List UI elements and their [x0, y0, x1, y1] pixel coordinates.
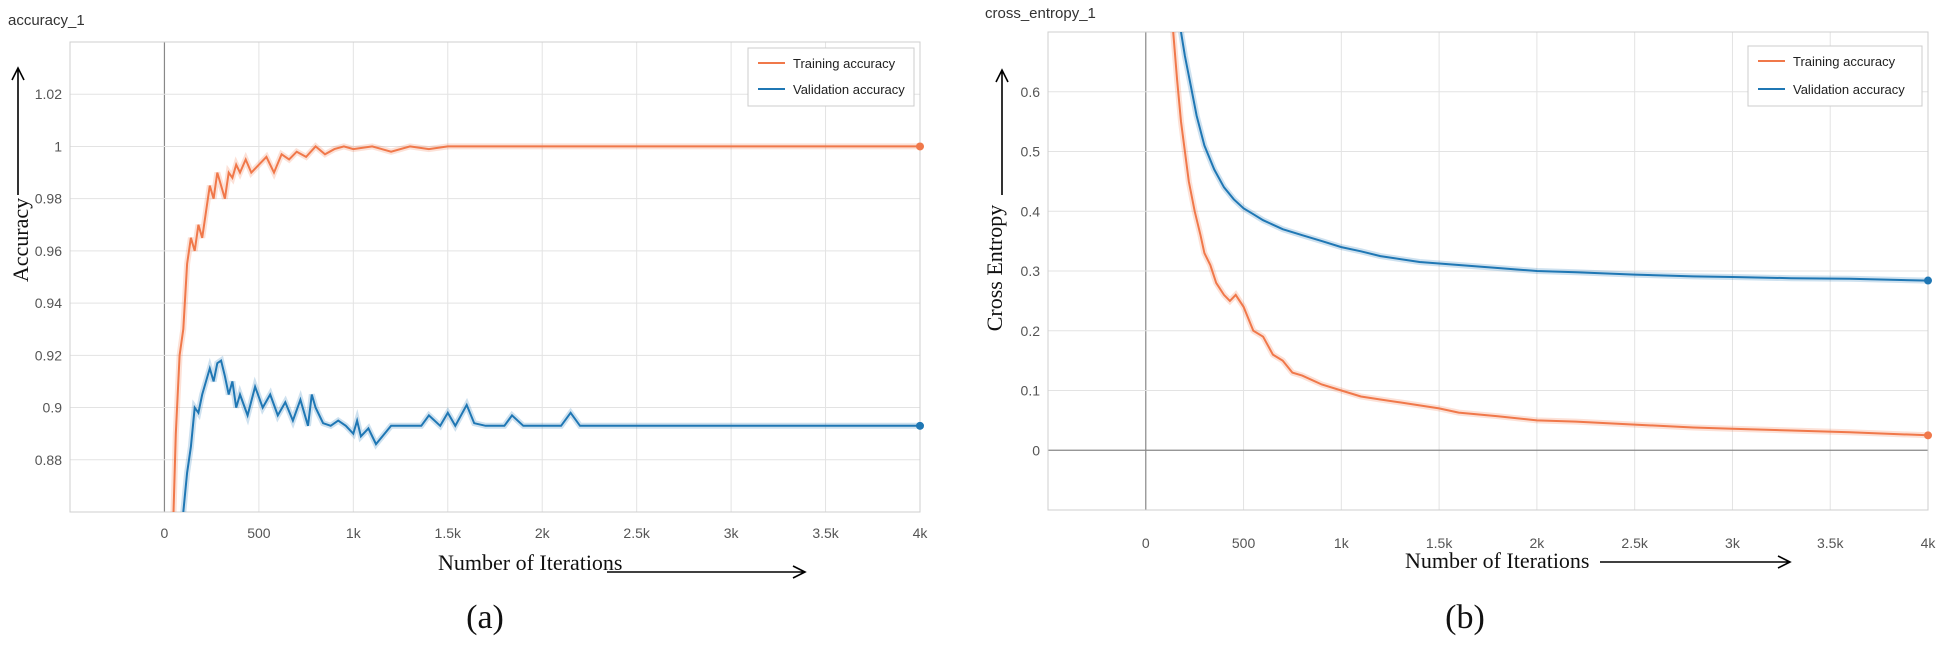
y-axis-arrow	[11, 66, 25, 195]
y-axis-label: Accuracy	[8, 198, 33, 282]
series-end-point-validation	[916, 421, 924, 430]
y-tick-label: 0.1	[1021, 383, 1041, 399]
tick-labels: 0 500 1k 1.5k 2k 2.5k 3k 3.5k 4k 0.88 0.9 0.92 0.94 0…	[35, 86, 929, 541]
legend-label-validation: Validation accuracy	[1793, 82, 1905, 97]
y-tick-label: 1.02	[35, 86, 62, 102]
series-line-validation	[182, 358, 920, 512]
series-end-point-training	[1924, 431, 1932, 440]
series-end-point-validation	[1924, 276, 1932, 285]
x-tick-label: 1k	[1334, 535, 1350, 551]
y-axis-arrow	[995, 68, 1009, 195]
series-end-point-training	[916, 142, 924, 151]
y-tick-label: 0.3	[1021, 263, 1041, 279]
x-tick-label: 3.5k	[1817, 535, 1844, 551]
panel-title: cross_entropy_1	[985, 5, 1096, 22]
y-tick-label: 0.94	[35, 295, 62, 311]
legend-box	[747, 47, 915, 107]
y-axis-label: Cross Entropy	[982, 205, 1007, 332]
accuracy-panel: accuracy_1 0 500 1k 1.5k 2k 2.5k 3k 3.5k 4k0.880…	[8, 12, 928, 636]
x-tick-label: 1.5k	[435, 525, 462, 541]
series-lines	[170, 142, 924, 512]
panel-title: accuracy_1	[8, 12, 85, 29]
y-tick-label: 0.96	[35, 243, 62, 259]
legend-label-training: Training accuracy	[1793, 54, 1896, 69]
panel-caption: (a)	[466, 599, 504, 636]
y-tick-label: 1	[54, 138, 62, 154]
legend-label-training: Training accuracy	[793, 56, 896, 71]
x-axis-label: Number of Iterations	[1405, 548, 1590, 573]
legend-label-validation: Validation accuracy	[793, 82, 905, 97]
series-band-validation	[180, 355, 920, 512]
x-tick-label: 4k	[1921, 535, 1937, 551]
x-axis-label: Number of Iterations	[438, 550, 623, 575]
x-tick-label: 2k	[1529, 535, 1545, 551]
x-tick-label: 1k	[346, 525, 362, 541]
plot-area	[1047, 31, 1929, 511]
y-tick-label: 0.6	[1021, 84, 1041, 100]
panel-caption: (b)	[1445, 599, 1485, 636]
x-tick-label: 3k	[1725, 535, 1741, 551]
y-tick-label: 0.2	[1021, 323, 1041, 339]
x-tick-label: 500	[1232, 535, 1256, 551]
x-tick-label: 2.5k	[623, 525, 650, 541]
y-tick-label: 0.98	[35, 191, 62, 207]
tick-labels: 0 500 1k 1.5k 2k 2.5k 3k 3.5k 4k 0 0.1 0.2 0.3 0.4 0.5…	[1021, 84, 1937, 551]
x-tick-label: 500	[247, 525, 271, 541]
plot-area	[69, 41, 921, 513]
series-line-training	[1172, 32, 1928, 437]
gridlines	[70, 42, 921, 512]
x-tick-label: 0	[161, 525, 169, 541]
y-tick-label: 0.88	[35, 452, 62, 468]
x-tick-label: 0	[1142, 535, 1150, 551]
y-tick-label: 0	[1032, 442, 1040, 458]
x-tick-label: 2.5k	[1621, 535, 1648, 551]
x-tick-label: 1.5k	[1426, 535, 1453, 551]
legend: Training accuracy Validation accuracy	[1747, 45, 1923, 107]
y-tick-label: 0.92	[35, 347, 62, 363]
legend-box	[1747, 45, 1923, 107]
x-tick-label: 3k	[724, 525, 740, 541]
legend: Training accuracy Validation accuracy	[747, 47, 915, 107]
y-tick-label: 0.9	[43, 400, 63, 416]
y-tick-label: 0.4	[1021, 203, 1041, 219]
x-tick-label: 3.5k	[812, 525, 839, 541]
x-axis-arrow	[1600, 555, 1792, 569]
series-lines	[1170, 32, 1932, 440]
x-axis-arrow	[607, 565, 807, 579]
y-tick-label: 0.5	[1021, 144, 1041, 160]
series-line-training	[172, 145, 920, 512]
series-line-validation	[1180, 32, 1928, 282]
cross-entropy-panel: cross_entropy_1 0 500 1k 1.5k 2k 2.5k 3k 3.5k 4k…	[982, 5, 1936, 636]
x-tick-label: 4k	[913, 525, 929, 541]
x-tick-label: 2k	[535, 525, 551, 541]
